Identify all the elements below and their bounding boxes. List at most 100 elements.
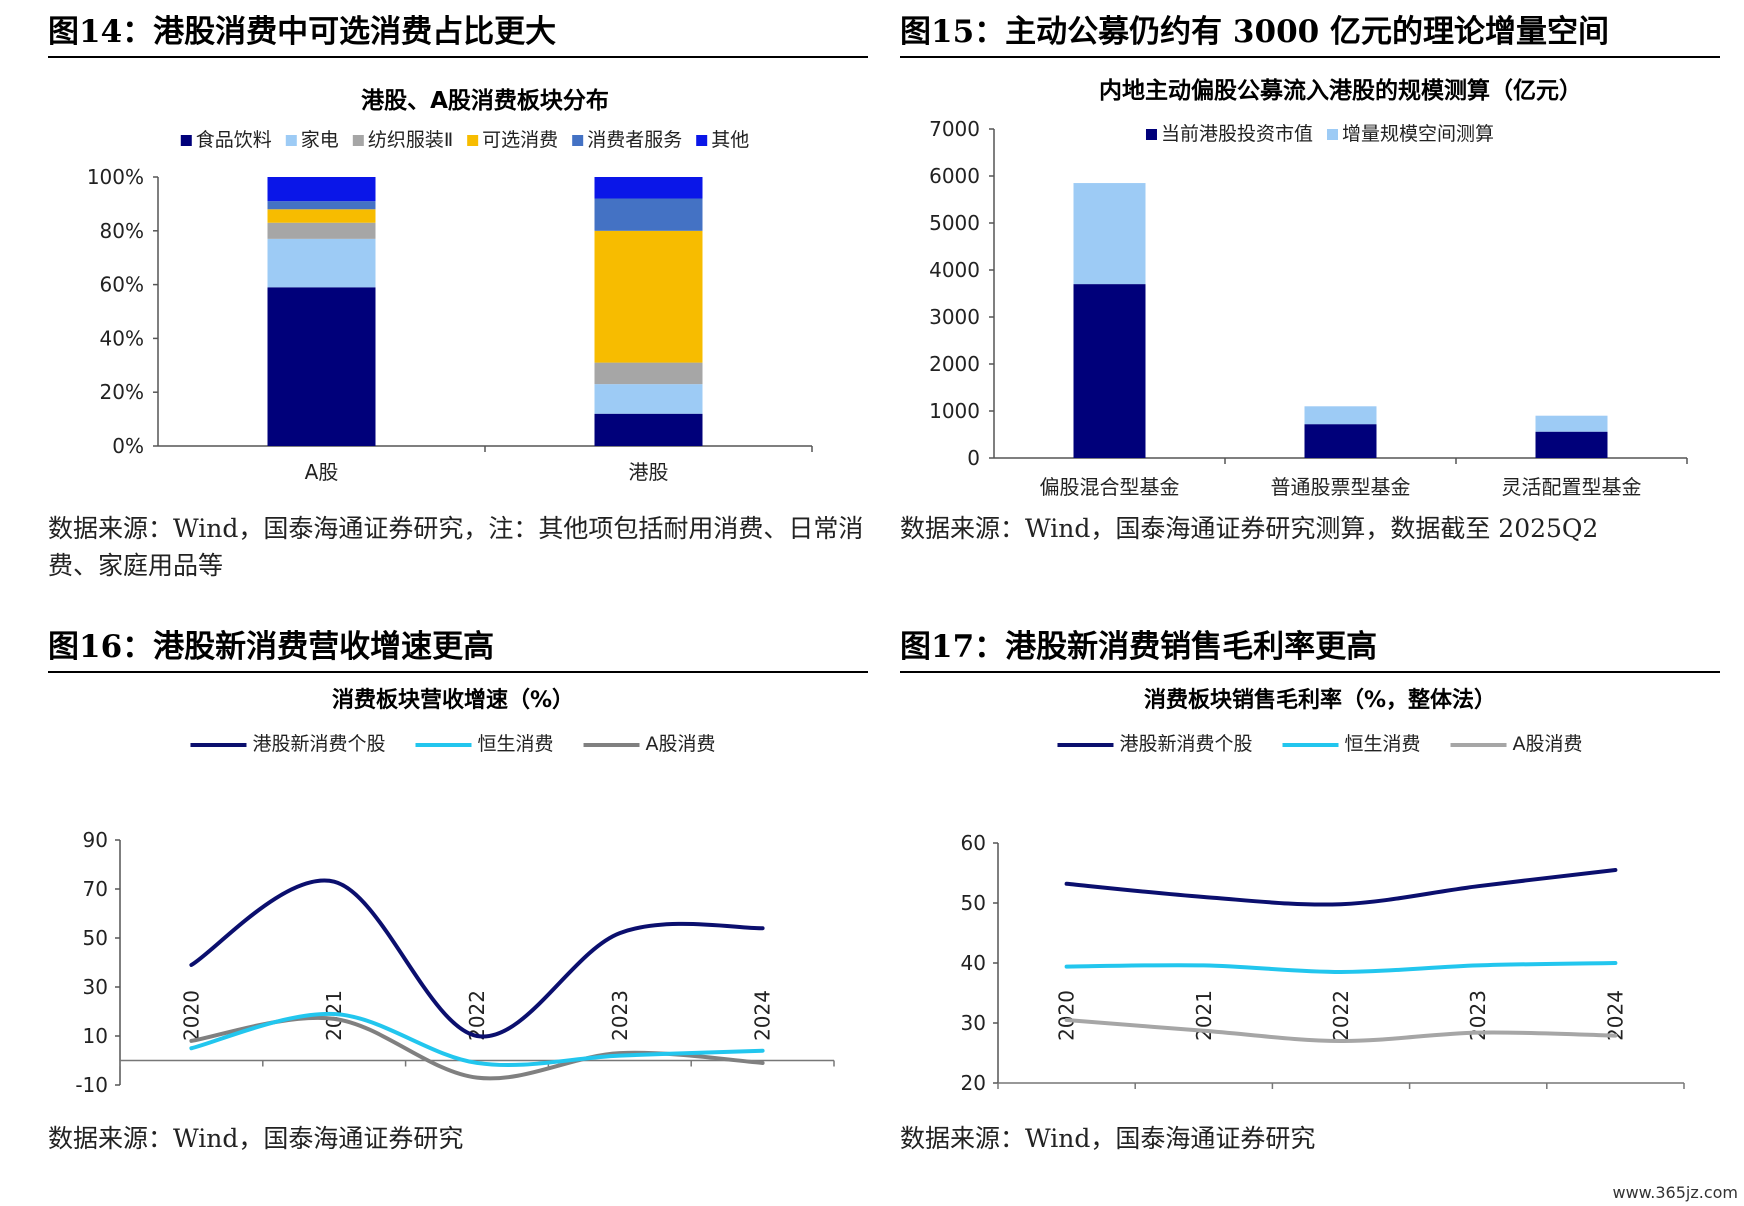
- series-line: [189, 1011, 765, 1068]
- chart-title: 港股、A股消费板块分布: [361, 87, 609, 114]
- chart-title: 消费板块销售毛利率（%，整体法）: [1144, 687, 1496, 713]
- x-tick-label: 2022: [1329, 990, 1353, 1041]
- y-tick-label: 20%: [100, 380, 144, 404]
- legend-swatch: [1327, 129, 1338, 140]
- bar-segment: [1304, 424, 1377, 458]
- series-line: [1064, 1018, 1618, 1044]
- legend-label: 可选消费: [482, 129, 558, 151]
- figure-16-title: 图16：港股新消费营收增速更高: [48, 629, 495, 665]
- figure-15-title: 图15：主动公募仍约有 3000 亿元的理论增量空间: [900, 14, 1610, 50]
- y-tick-label: 1000: [929, 399, 980, 423]
- figure-17-title: 图17：港股新消费销售毛利率更高: [900, 629, 1378, 665]
- figure-16-panel: 图16：港股新消费营收增速更高 消费板块营收增速（%） 港股新消费个股 恒生消费 A股…: [48, 615, 868, 1175]
- bar-segment: [1535, 415, 1608, 432]
- legend-label: 其他: [711, 129, 749, 151]
- y-tick-label: 100%: [87, 165, 144, 189]
- y-tick-label: 20: [961, 1071, 986, 1095]
- x-tick-label: 2023: [608, 990, 632, 1041]
- legend-swatch: [1145, 129, 1157, 140]
- figure-16-header: 图16：港股新消费营收增速更高: [48, 615, 868, 673]
- figure-16-chart: 消费板块营收增速（%） 港股新消费个股 恒生消费 A股消费 -10 10 30 50 70 90 2…: [75, 687, 835, 1097]
- legend-label: 港股新消费个股: [1119, 733, 1252, 755]
- figure-17-panel: 图17：港股新消费销售毛利率更高 消费板块销售毛利率（%，整体法） 港股新消费个股…: [900, 615, 1720, 1175]
- bar-segment: [267, 287, 376, 446]
- figure-14-panel: 图14：港股消费中可选消费占比更大 港股、A股消费板块分布食品饮料 家电 纺织服装Ⅱ…: [48, 0, 868, 600]
- bar-segment: [594, 177, 703, 199]
- figure-15-panel: 图15：主动公募仍约有 3000 亿元的理论增量空间 内地主动偏股公募流入港股的…: [900, 0, 1720, 600]
- figure-15-chart: 内地主动偏股公募流入港股的规模测算（亿元） 当前港股投资市值 增量规模空间测算 0 10…: [929, 77, 1688, 499]
- bar-segment: [267, 222, 376, 239]
- figure-17-header: 图17：港股新消费销售毛利率更高: [900, 615, 1720, 673]
- y-tick-label: 7000: [929, 117, 980, 141]
- bar-segment: [1073, 284, 1146, 458]
- y-tick-label: 30: [961, 1011, 986, 1035]
- x-tick-label: 2024: [1603, 990, 1627, 1041]
- y-tick-label: 80%: [100, 219, 144, 243]
- y-tick-label: 0: [967, 446, 980, 470]
- legend-label: 恒生消费: [1345, 733, 1421, 755]
- legend-swatch: [352, 135, 364, 146]
- y-tick-label: 2000: [929, 352, 980, 376]
- watermark: www.365jz.com: [1612, 1183, 1738, 1202]
- x-tick-label: A股: [305, 460, 339, 484]
- bar-segment: [594, 384, 703, 414]
- y-tick-label: 70: [83, 877, 108, 901]
- y-tick-label: 60: [961, 831, 986, 855]
- legend-swatch: [285, 135, 297, 146]
- y-tick-label: 6000: [929, 164, 980, 188]
- legend: 当前港股投资市值 增量规模空间测算: [1145, 123, 1494, 145]
- chart-title: 消费板块营收增速（%）: [332, 687, 574, 713]
- legend: 港股新消费个股 恒生消费 A股消费: [190, 733, 716, 755]
- x-tick-label: 2024: [751, 990, 775, 1041]
- bar-segment: [1535, 431, 1608, 458]
- figure-15-source: 数据来源：Wind，国泰海通证券研究测算，数据截至 2025Q2: [900, 514, 1599, 543]
- legend-swatch: [572, 135, 584, 146]
- bar-segment: [594, 413, 703, 446]
- y-tick-label: 60%: [100, 273, 144, 297]
- series-line: [1064, 961, 1618, 975]
- y-tick-label: 50: [83, 926, 108, 950]
- legend-label: A股消费: [1513, 733, 1583, 755]
- y-tick-label: 5000: [929, 211, 980, 235]
- legend-swatch: [467, 135, 479, 146]
- legend: 港股新消费个股 恒生消费 A股消费: [1057, 733, 1583, 755]
- y-tick-label: 10: [83, 1024, 108, 1048]
- figure-14-source: 数据来源：Wind，国泰海通证券研究，注：其他项包括耐用消费、日常消费、家庭用品…: [48, 514, 864, 580]
- bar-segment: [594, 362, 703, 385]
- bar-segment: [267, 238, 376, 288]
- figure-14-title: 图14：港股消费中可选消费占比更大: [48, 14, 557, 50]
- legend: 食品饮料 家电 纺织服装Ⅱ 可选消费 消费者服务 其他: [180, 129, 749, 151]
- y-tick-label: 40: [961, 951, 986, 975]
- y-tick-label: 30: [83, 975, 108, 999]
- legend-label: 消费者服务: [587, 129, 682, 151]
- chart-title: 内地主动偏股公募流入港股的规模测算（亿元）: [1099, 77, 1582, 104]
- y-tick-label: -10: [75, 1073, 108, 1097]
- legend-label: A股消费: [646, 733, 716, 755]
- bar-segment: [267, 209, 376, 223]
- y-tick-label: 4000: [929, 258, 980, 282]
- figure-17-chart: 消费板块销售毛利率（%，整体法） 港股新消费个股 恒生消费 A股消费 20 30 40 50 6…: [961, 687, 1685, 1095]
- legend-label: 当前港股投资市值: [1161, 123, 1313, 145]
- legend-label: 家电: [301, 129, 339, 151]
- bar-segment: [1304, 406, 1377, 425]
- y-tick-label: 90: [83, 828, 108, 852]
- y-tick-label: 40%: [100, 326, 144, 350]
- y-tick-label: 3000: [929, 305, 980, 329]
- y-tick-label: 0%: [112, 434, 144, 458]
- series-line: [189, 878, 765, 1039]
- legend-swatch: [696, 135, 708, 146]
- figure-15-header: 图15：主动公募仍约有 3000 亿元的理论增量空间: [900, 0, 1720, 58]
- legend-label: 港股新消费个股: [252, 733, 385, 755]
- figure-16-source: 数据来源：Wind，国泰海通证券研究: [48, 1124, 464, 1153]
- bar-segment: [594, 198, 703, 231]
- bar-segment: [267, 201, 376, 210]
- figure-17-source: 数据来源：Wind，国泰海通证券研究: [900, 1124, 1316, 1153]
- legend-swatch: [180, 135, 192, 146]
- legend-label: 增量规模空间测算: [1342, 123, 1494, 145]
- legend-label: 纺织服装Ⅱ: [368, 129, 453, 151]
- x-tick-label: 普通股票型基金: [1271, 475, 1411, 499]
- series-line: [1064, 868, 1618, 907]
- bar-segment: [1073, 183, 1146, 285]
- legend-label: 食品饮料: [196, 129, 272, 151]
